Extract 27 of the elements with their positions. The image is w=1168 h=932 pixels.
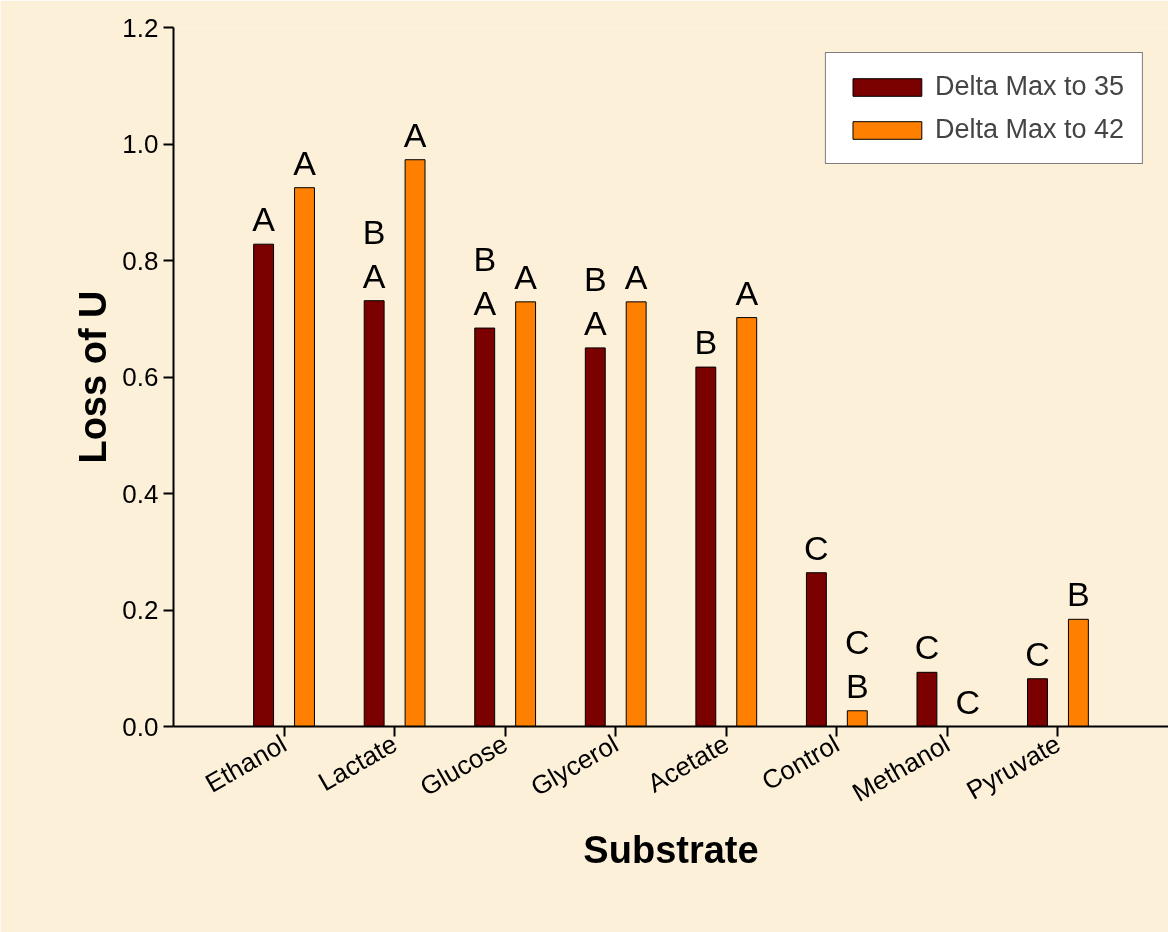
data-label: B A <box>583 260 607 342</box>
legend-label: Delta Max to 35 <box>934 71 1124 102</box>
data-label: C <box>914 628 940 667</box>
data-label: C B <box>845 623 870 705</box>
y-tick-label: 0.8 <box>122 245 159 276</box>
data-label: A <box>514 257 538 296</box>
data-label: A <box>293 143 317 182</box>
data-label: B <box>1067 575 1090 614</box>
y-tick-label: 0.2 <box>122 595 159 625</box>
y-tick-label: 0.6 <box>122 362 159 392</box>
data-label: B <box>694 323 718 362</box>
data-label: A <box>252 200 276 239</box>
data-label: A <box>735 273 759 312</box>
data-label: A <box>624 257 648 296</box>
y-axis-title: Loss of U <box>72 290 115 464</box>
data-label: C <box>1025 634 1050 673</box>
data-label: B A <box>362 212 386 295</box>
legend-label: Delta Max to 42 <box>934 114 1124 145</box>
y-tick-label: 1.0 <box>122 129 159 159</box>
data-label: C <box>804 528 829 567</box>
x-axis-title: Substrate <box>583 828 759 871</box>
data-label: A <box>403 115 427 154</box>
y-tick-label: 0.0 <box>122 711 159 742</box>
text: C <box>955 682 981 721</box>
y-tick-label: 0.4 <box>122 478 159 509</box>
y-tick-label: 1.2 <box>122 12 159 43</box>
data-label: B A <box>473 240 497 323</box>
